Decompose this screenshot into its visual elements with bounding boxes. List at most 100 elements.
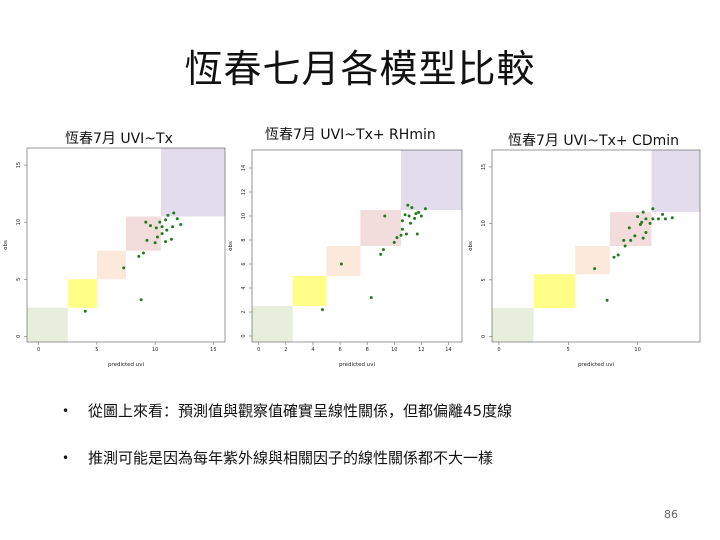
data-point <box>623 244 627 248</box>
data-point <box>137 254 141 258</box>
bullet-item: • 從圖上來看：預測值與觀察值確實呈線性關係，但都偏離45度線 <box>62 400 512 422</box>
y-tick-label: 10 <box>481 220 487 226</box>
data-point <box>633 234 637 238</box>
data-point <box>139 298 143 302</box>
data-point <box>166 213 170 217</box>
x-axis-label: predicted uvi <box>108 362 145 368</box>
bullet-text-1: 從圖上來看：預測值與觀察值確實呈線性關係，但都偏離45度線 <box>88 402 513 420</box>
data-point <box>155 235 159 239</box>
y-tick-label: 2 <box>241 310 247 313</box>
data-point <box>670 216 674 220</box>
x-tick-label: 5 <box>567 347 570 353</box>
data-point <box>407 214 411 218</box>
data-point <box>400 227 404 231</box>
data-point <box>638 223 642 227</box>
bullet-text-2: 推測可能是因為每年紫外線與相關因子的線性關係都不大一樣 <box>88 449 494 467</box>
band-5 <box>401 150 462 210</box>
x-tick-label: 0 <box>37 347 40 353</box>
y-tick-label: 8 <box>241 238 247 241</box>
data-point <box>320 308 324 312</box>
data-point <box>413 216 417 220</box>
x-tick-label: 2 <box>284 347 287 353</box>
y-tick-label: 4 <box>241 286 247 289</box>
data-point <box>164 218 168 222</box>
data-point <box>154 226 158 230</box>
data-point <box>627 226 631 230</box>
data-point <box>419 214 423 218</box>
y-tick-label: 5 <box>481 278 487 281</box>
y-tick-label: 15 <box>481 164 487 170</box>
data-point <box>414 212 418 216</box>
data-point <box>415 232 419 236</box>
data-point <box>644 230 648 234</box>
data-point <box>403 213 407 217</box>
data-point <box>160 225 164 229</box>
y-axis-label: obs <box>228 241 234 251</box>
slide-title: 恆春七月各模型比較 <box>184 47 536 91</box>
y-tick-label: 0 <box>16 335 22 338</box>
data-point <box>379 252 383 256</box>
plot-frame <box>491 149 701 343</box>
data-point <box>651 217 655 221</box>
bullet-list: • 從圖上來看：預測值與觀察值確實呈線性關係，但都偏離45度線 • 推測可能是因… <box>62 400 512 469</box>
data-point <box>409 221 413 225</box>
data-point <box>381 248 385 252</box>
data-point <box>164 240 168 244</box>
data-point <box>663 217 667 221</box>
x-tick-label: 4 <box>311 347 314 353</box>
data-point <box>616 253 620 257</box>
band-4 <box>360 210 402 246</box>
band-1 <box>27 307 68 342</box>
x-tick-label: 14 <box>445 347 451 353</box>
data-point <box>406 203 410 207</box>
x-axis-label: predicted uvi <box>339 362 376 368</box>
bullet-marker: • <box>62 451 70 465</box>
y-tick-label: 5 <box>16 278 22 281</box>
data-point <box>369 296 373 300</box>
data-point <box>423 207 427 211</box>
y-axis-label: obs <box>3 240 9 250</box>
y-tick-label: 6 <box>241 262 247 265</box>
data-point <box>395 236 399 240</box>
data-point <box>160 232 164 236</box>
x-tick-label: 5 <box>95 347 98 353</box>
data-point <box>165 228 169 232</box>
page-number: 86 <box>664 508 678 521</box>
plot-frame <box>251 149 463 343</box>
data-point <box>622 238 626 242</box>
x-tick-label: 6 <box>338 347 341 353</box>
y-tick-label: 0 <box>241 334 247 337</box>
x-tick-label: 10 <box>391 347 397 353</box>
chart-title-tx: 恆春7月 UVI~Tx <box>65 131 173 147</box>
data-point <box>153 241 157 245</box>
band-4 <box>126 216 161 251</box>
x-tick-label: 8 <box>366 347 369 353</box>
band-2 <box>292 276 327 306</box>
data-point <box>648 221 652 225</box>
y-tick-label: 14 <box>241 165 247 171</box>
bullet-marker: • <box>62 404 70 418</box>
data-point <box>383 214 387 218</box>
data-point <box>651 207 655 211</box>
data-point <box>640 220 644 224</box>
data-point <box>399 233 403 237</box>
data-point <box>83 309 87 313</box>
data-point <box>641 236 645 240</box>
band-3 <box>96 250 126 280</box>
x-tick-label: 15 <box>210 347 216 353</box>
y-tick-label: 0 <box>481 335 487 338</box>
x-tick-label: 0 <box>257 347 260 353</box>
data-point <box>158 220 162 224</box>
data-point <box>417 210 421 214</box>
data-point <box>179 222 183 226</box>
data-point <box>656 217 660 221</box>
band-5 <box>160 148 225 217</box>
bullet-item: • 推測可能是因為每年紫外線與相關因子的線性關係都不大一樣 <box>62 447 512 469</box>
y-axis-label: obs <box>468 241 474 251</box>
band-1 <box>492 308 534 342</box>
band-5 <box>651 150 700 213</box>
data-point <box>641 210 645 214</box>
